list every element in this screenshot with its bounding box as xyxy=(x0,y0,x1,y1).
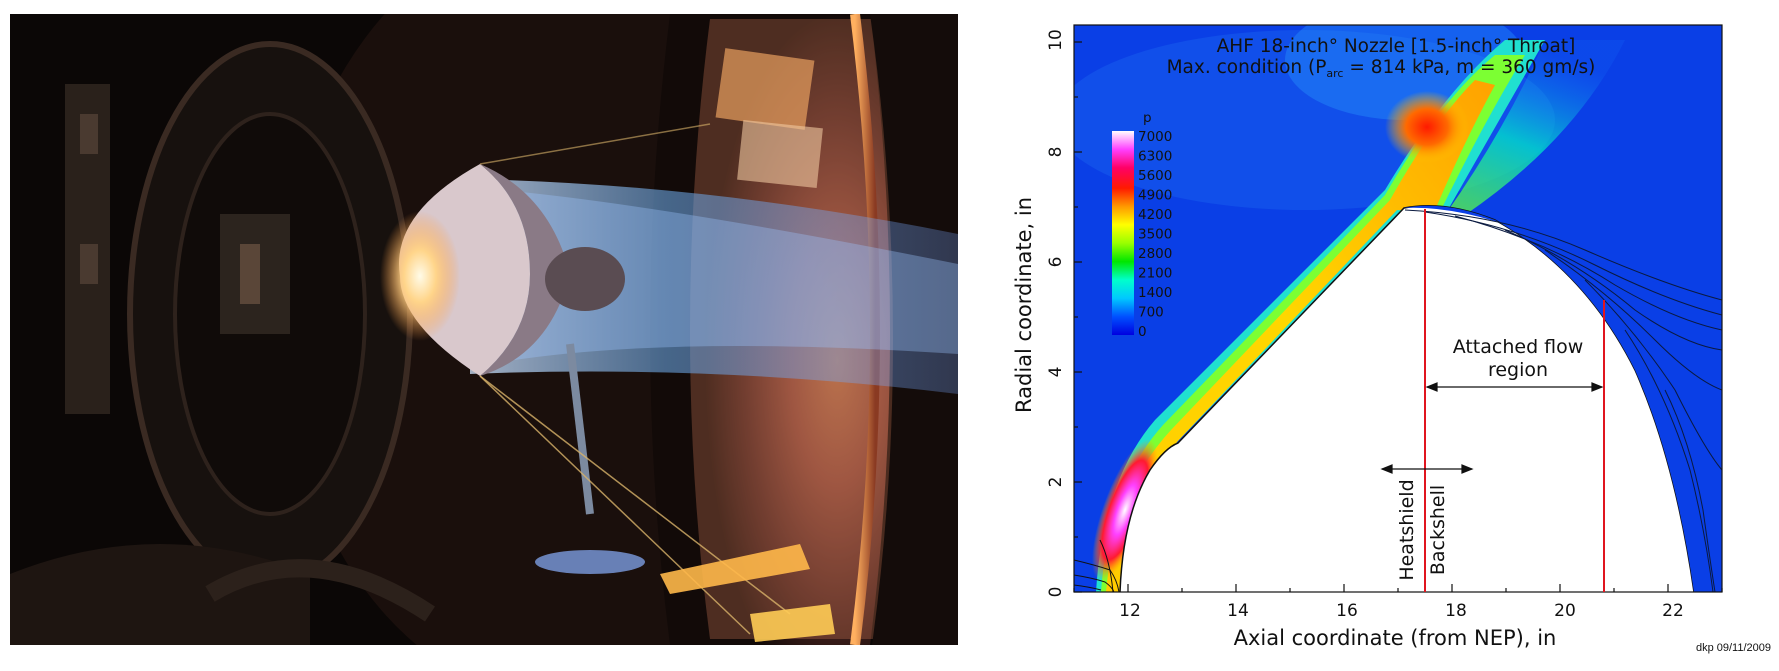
author-date-credit: dkp 09/11/2009 xyxy=(1696,642,1771,654)
legend-label: 6300 xyxy=(1138,149,1172,165)
y-tick-label: 6 xyxy=(1046,257,1066,268)
y-tick-label: 4 xyxy=(1046,367,1066,378)
legend-color-bar xyxy=(1112,131,1134,335)
wake-region xyxy=(1404,205,1722,592)
y-tick-label: 2 xyxy=(1046,477,1066,488)
legend-label: 1400 xyxy=(1138,285,1172,301)
shoulder-hot-spot xyxy=(1385,91,1469,163)
legend-label: 0 xyxy=(1138,324,1147,340)
y-tick-label: 10 xyxy=(1046,29,1066,51)
x-axis-label: Axial coordinate (from NEP), in xyxy=(1234,626,1557,650)
plot-title-line1: AHF 18-inch° Nozzle [1.5-inch° Throat] xyxy=(1217,36,1576,57)
x-tick-label: 18 xyxy=(1445,601,1467,621)
y-tick-label: 0 xyxy=(1046,587,1066,598)
attached-flow-label-line2: region xyxy=(1488,359,1548,381)
shock-layer-core xyxy=(1106,80,1495,592)
attached-flow-label-line1: Attached flow xyxy=(1453,336,1584,358)
x-tick-label: 16 xyxy=(1336,601,1358,621)
capsule-body xyxy=(1120,205,1694,592)
arc-jet-test-photo xyxy=(10,14,958,645)
pressure-contour-plot: 12 14 16 18 20 22 0 2 4 6 8 10 Axial coo… xyxy=(1012,24,1771,654)
legend-title: p xyxy=(1143,110,1152,126)
legend-label: 5600 xyxy=(1138,168,1172,184)
stagnation-hot-region xyxy=(1092,439,1158,581)
legend-label: 3500 xyxy=(1138,227,1172,243)
heatshield-backshell-arrows xyxy=(1380,464,1474,474)
x-tick-label: 12 xyxy=(1119,601,1141,621)
backshell-label: Backshell xyxy=(1427,485,1449,575)
legend-label: 700 xyxy=(1138,305,1164,321)
legend-label: 4900 xyxy=(1138,188,1172,204)
legend-label: 7000 xyxy=(1138,129,1172,145)
color-legend: p 70006300560049004200350028002100140070… xyxy=(1112,110,1172,340)
x-tick-label: 20 xyxy=(1554,601,1576,621)
attached-flow-arrow xyxy=(1425,382,1604,392)
x-tick-label: 14 xyxy=(1227,601,1249,621)
legend-label: 4200 xyxy=(1138,207,1172,223)
heatshield-label: Heatshield xyxy=(1396,479,1418,580)
plot-title-line2: Max. condition (Parc = 814 kPa, m = 360 … xyxy=(1167,57,1596,80)
y-axis-label: Radial coordinate, in xyxy=(1012,197,1036,413)
legend-label: 2800 xyxy=(1138,246,1172,262)
x-tick-label: 22 xyxy=(1662,601,1684,621)
y-tick-label: 8 xyxy=(1046,147,1066,158)
legend-label: 2100 xyxy=(1138,266,1172,282)
